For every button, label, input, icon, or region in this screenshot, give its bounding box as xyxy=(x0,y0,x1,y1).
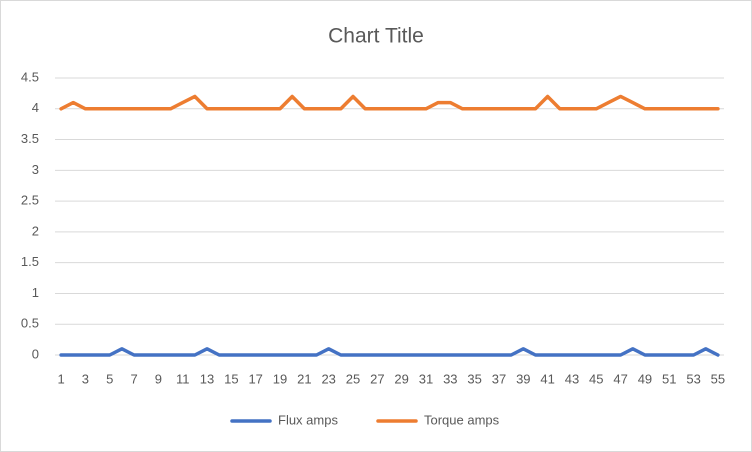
y-tick-label: 4 xyxy=(32,100,39,115)
x-tick-label: 5 xyxy=(106,371,113,386)
y-tick-label: 4.5 xyxy=(21,69,39,84)
x-tick-label: 9 xyxy=(155,371,162,386)
x-tick-label: 27 xyxy=(370,371,384,386)
x-tick-label: 1 xyxy=(57,371,64,386)
x-tick-label: 33 xyxy=(443,371,457,386)
x-tick-label: 45 xyxy=(589,371,603,386)
x-tick-label: 23 xyxy=(321,371,335,386)
x-tick-label: 43 xyxy=(565,371,579,386)
x-tick-label: 21 xyxy=(297,371,311,386)
x-tick-label: 55 xyxy=(711,371,725,386)
x-tick-label: 41 xyxy=(540,371,554,386)
x-tick-label: 11 xyxy=(176,371,190,386)
x-tick-label: 51 xyxy=(662,371,676,386)
y-tick-label: 1 xyxy=(32,285,39,300)
x-tick-label: 7 xyxy=(130,371,137,386)
x-tick-label: 31 xyxy=(419,371,433,386)
x-tick-label: 3 xyxy=(82,371,89,386)
x-tick-label: 13 xyxy=(200,371,214,386)
x-tick-label: 37 xyxy=(492,371,506,386)
x-tick-label: 15 xyxy=(224,371,238,386)
y-tick-label: 0 xyxy=(32,346,39,361)
x-tick-label: 19 xyxy=(273,371,287,386)
y-tick-label: 3 xyxy=(32,162,39,177)
x-tick-label: 49 xyxy=(638,371,652,386)
y-tick-label: 2.5 xyxy=(21,193,39,208)
x-tick-label: 39 xyxy=(516,371,530,386)
series-line xyxy=(59,94,720,111)
x-tick-label: 47 xyxy=(613,371,627,386)
y-tick-label: 1.5 xyxy=(21,254,39,269)
legend-label: Torque amps xyxy=(424,412,500,427)
x-tick-label: 53 xyxy=(686,371,700,386)
y-tick-label: 0.5 xyxy=(21,316,39,331)
y-tick-label: 2 xyxy=(32,223,39,238)
chart-title: Chart Title xyxy=(328,25,424,48)
legend-label: Flux amps xyxy=(278,412,338,427)
series-line xyxy=(59,347,720,357)
y-tick-label: 3.5 xyxy=(21,131,39,146)
x-tick-label: 17 xyxy=(248,371,262,386)
x-tick-label: 35 xyxy=(467,371,481,386)
x-tick-label: 25 xyxy=(346,371,360,386)
x-tick-label: 29 xyxy=(394,371,408,386)
